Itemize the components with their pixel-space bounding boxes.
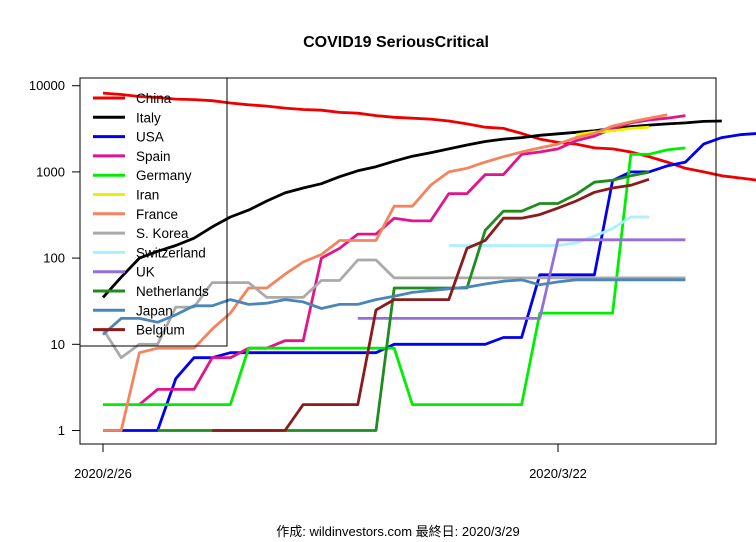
chart-title: COVID19 SeriousCritical bbox=[303, 34, 489, 51]
legend-label: UK bbox=[136, 265, 155, 280]
legend-label: Japan bbox=[136, 303, 173, 318]
legend-label: Switzerland bbox=[136, 245, 206, 260]
legend-label: Belgium bbox=[136, 323, 185, 338]
legend-label: S. Korea bbox=[136, 226, 189, 241]
legend: China Italy USA Spain Germany Iran France S. Ko… bbox=[79, 77, 228, 347]
x-tick-label: 2020/3/22 bbox=[529, 466, 587, 481]
legend-label: USA bbox=[136, 130, 164, 145]
y-tick-label: 1000 bbox=[36, 164, 65, 179]
series-line bbox=[212, 177, 650, 432]
legend-label: China bbox=[136, 91, 172, 106]
series-line bbox=[102, 278, 686, 336]
y-tick-label: 1 bbox=[58, 423, 65, 438]
y-tick-label: 100 bbox=[43, 251, 65, 266]
series-line bbox=[103, 146, 686, 407]
series-line bbox=[101, 119, 722, 299]
legend-box bbox=[79, 77, 228, 347]
series-line bbox=[102, 91, 756, 182]
series-line bbox=[357, 238, 686, 320]
series-line bbox=[103, 113, 668, 432]
series-line bbox=[138, 114, 686, 406]
y-tick-label: 10000 bbox=[29, 78, 65, 93]
series-line bbox=[448, 215, 649, 247]
series-line bbox=[157, 170, 650, 432]
x-tick-label: 2020/2/26 bbox=[74, 466, 132, 481]
y-tick-label: 10 bbox=[51, 337, 65, 352]
x-axis: 2020/2/26 2020/3/22 bbox=[74, 444, 587, 481]
series-lines bbox=[101, 91, 756, 432]
legend-label: Italy bbox=[136, 110, 161, 125]
legend-label: Spain bbox=[136, 149, 171, 164]
series-line bbox=[101, 258, 686, 360]
legend-label: Iran bbox=[136, 188, 159, 203]
legend-label: Germany bbox=[136, 168, 192, 183]
y-axis: 1 10 100 1000 10000 bbox=[29, 78, 80, 438]
legend-label: France bbox=[136, 207, 178, 222]
series-line bbox=[575, 125, 650, 137]
credit-text: 作成: wildinvestors.com 最終日: 2020/3/29 bbox=[276, 524, 519, 539]
legend-label: Netherlands bbox=[136, 284, 209, 299]
